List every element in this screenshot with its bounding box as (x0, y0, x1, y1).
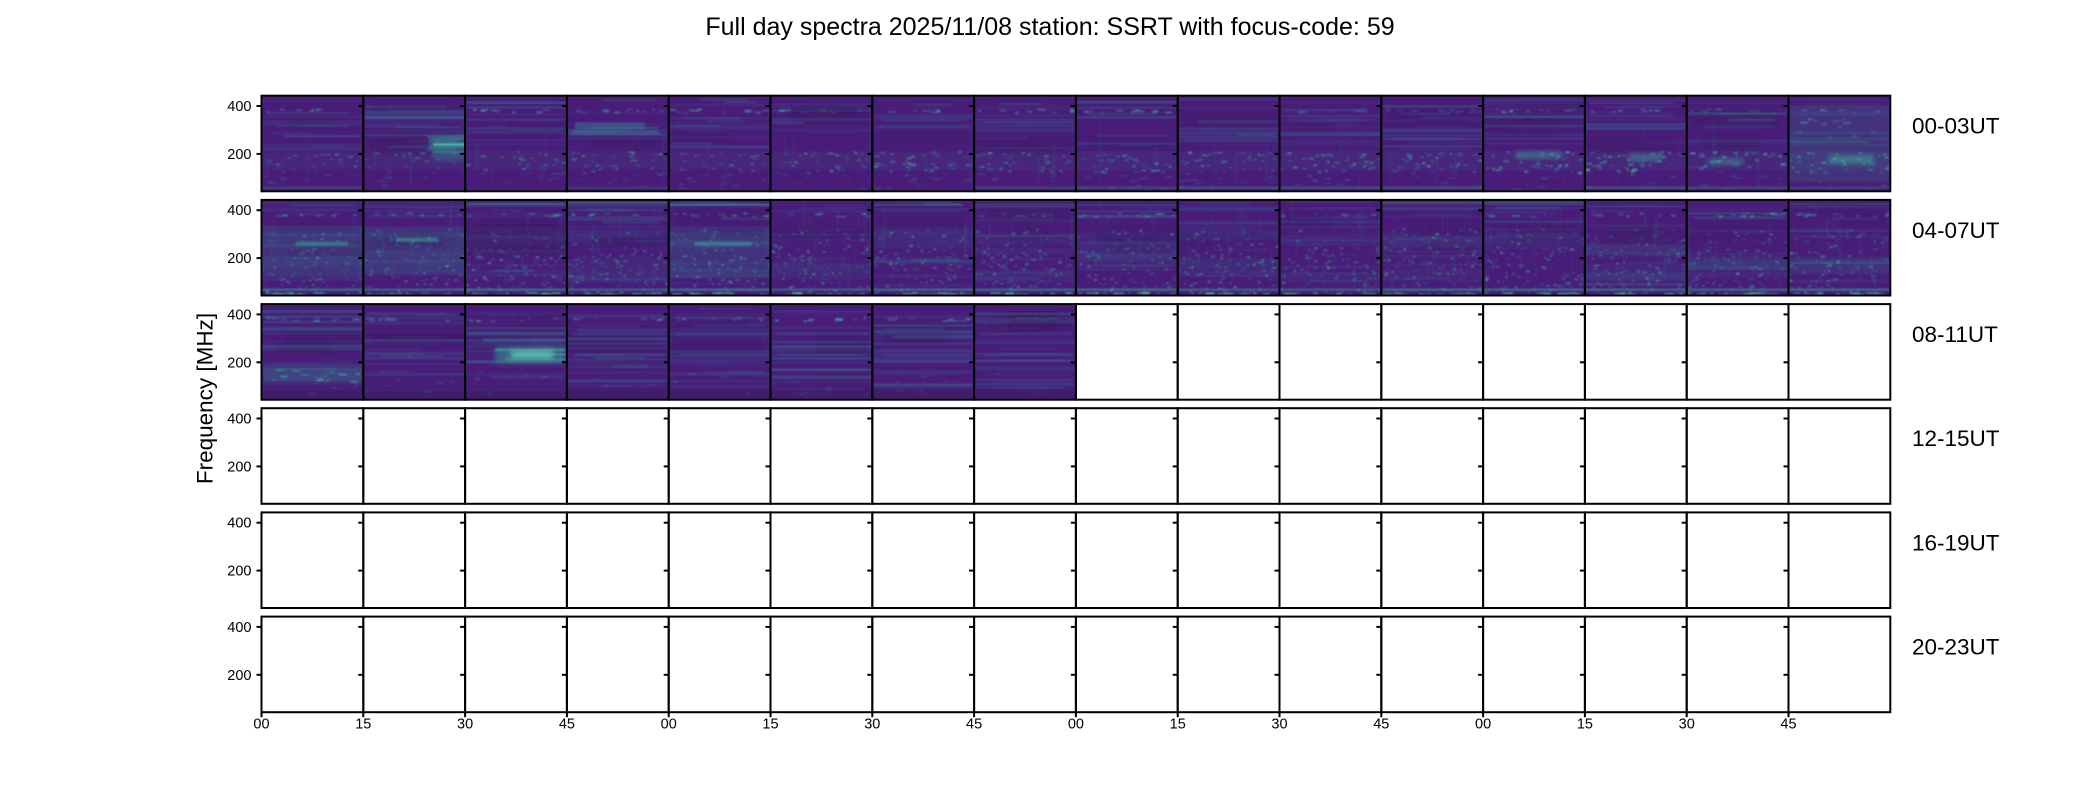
svg-text:00-03UT: 00-03UT (1912, 114, 2000, 139)
svg-text:200: 200 (227, 355, 251, 371)
svg-text:400: 400 (227, 516, 251, 532)
svg-text:400: 400 (227, 307, 251, 323)
svg-text:400: 400 (227, 203, 251, 219)
svg-text:400: 400 (227, 99, 251, 115)
svg-text:200: 200 (227, 564, 251, 580)
svg-text:08-11UT: 08-11UT (1912, 322, 1998, 347)
svg-text:200: 200 (227, 251, 251, 267)
svg-text:200: 200 (227, 147, 251, 163)
svg-text:12-15UT: 12-15UT (1912, 426, 2000, 451)
svg-text:400: 400 (227, 412, 251, 428)
svg-text:200: 200 (227, 459, 251, 475)
svg-text:16-19UT: 16-19UT (1912, 530, 2000, 555)
svg-text:04-07UT: 04-07UT (1912, 218, 2000, 243)
